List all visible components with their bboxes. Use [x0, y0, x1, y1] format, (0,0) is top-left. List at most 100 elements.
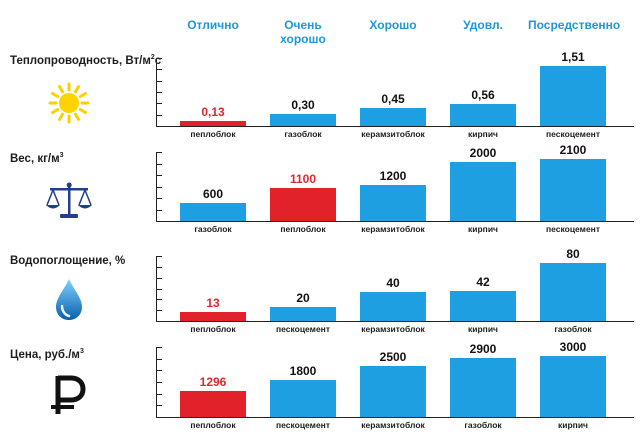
value-label: 42 — [476, 275, 490, 289]
category-label: газоблок — [284, 129, 322, 139]
y-tick — [156, 58, 162, 59]
category-label: пеплоблок — [190, 129, 236, 139]
y-tick — [156, 370, 162, 371]
value-label: 2900 — [469, 342, 497, 356]
value-label: 0,30 — [291, 98, 315, 112]
metric-label: Цена, руб./м3 — [10, 348, 84, 361]
bar — [180, 312, 246, 321]
x-axis — [156, 321, 634, 322]
value-label: 2000 — [469, 146, 497, 160]
value-label: 1296 — [199, 375, 227, 389]
y-tick — [156, 164, 162, 165]
category-label: керамзитоблок — [361, 420, 425, 430]
value-label: 2100 — [559, 143, 587, 157]
category-label: пеплоблок — [190, 324, 236, 334]
bar — [540, 66, 606, 126]
bar — [360, 292, 426, 321]
ruble-icon — [51, 375, 86, 414]
bar — [180, 121, 246, 126]
bar — [270, 114, 336, 126]
bar — [540, 263, 606, 321]
category-label: пеплоблок — [280, 224, 326, 234]
category-label: пескоцемент — [546, 224, 600, 234]
bar — [450, 291, 516, 321]
category-label: кирпич — [468, 129, 498, 139]
bar — [540, 159, 606, 221]
value-label: 13 — [206, 296, 220, 310]
category-label: пескоцемент — [276, 420, 330, 430]
metric-label-tail: с — [154, 54, 162, 67]
y-tick — [156, 221, 162, 222]
x-axis — [156, 221, 634, 222]
category-label: пескоцемент — [276, 324, 330, 334]
metric-label-sup: 2 — [150, 54, 155, 61]
metric-label-sup: 3 — [79, 348, 84, 355]
metric-label: Теплопроводность, Вт/м2с — [10, 54, 161, 67]
y-tick — [156, 187, 162, 188]
metric-label-main: Вес, кг/м — [10, 152, 60, 165]
y-tick — [156, 115, 162, 116]
value-label: 0,56 — [471, 88, 495, 102]
bar — [270, 380, 336, 417]
bar — [450, 358, 516, 417]
scales-icon — [46, 182, 92, 218]
bar — [270, 307, 336, 321]
water-drop-icon — [56, 279, 82, 320]
category-label: кирпич — [468, 224, 498, 234]
y-tick — [156, 394, 162, 395]
value-label: 1800 — [289, 364, 317, 378]
bar — [540, 356, 606, 417]
bar — [270, 188, 336, 221]
y-tick — [156, 256, 162, 257]
value-label: 40 — [386, 276, 400, 290]
metric-icon — [44, 372, 94, 423]
bar — [360, 366, 426, 417]
value-label: 2500 — [379, 350, 407, 364]
y-tick — [156, 278, 162, 279]
y-tick — [156, 417, 162, 418]
y-tick — [156, 310, 162, 311]
category-label: газоблок — [554, 324, 592, 334]
metric-icon — [44, 178, 94, 229]
y-tick — [156, 69, 162, 70]
bar — [450, 104, 516, 126]
y-tick — [156, 92, 162, 93]
y-tick — [156, 210, 162, 211]
value-label: 80 — [566, 247, 580, 261]
y-tick — [156, 198, 162, 199]
sun-icon — [48, 82, 90, 124]
metric-label: Вес, кг/м3 — [10, 152, 64, 165]
column-header: Очень хорошо — [280, 18, 326, 46]
column-header: Посредственно — [528, 18, 621, 32]
metric-label-sup: 3 — [59, 152, 64, 159]
y-tick — [156, 103, 162, 104]
y-tick — [156, 81, 162, 82]
bar — [180, 203, 246, 221]
y-tick — [156, 126, 162, 127]
category-label: кирпич — [558, 420, 588, 430]
x-axis — [156, 417, 634, 418]
y-tick — [156, 289, 162, 290]
x-axis — [156, 126, 634, 127]
column-header: Удовл. — [463, 18, 503, 32]
y-tick — [156, 175, 162, 176]
category-label: керамзитоблок — [361, 224, 425, 234]
bar — [180, 391, 246, 417]
category-label: пескоцемент — [546, 129, 600, 139]
bar — [360, 185, 426, 221]
y-tick — [156, 405, 162, 406]
value-label: 3000 — [559, 340, 587, 354]
value-label: 0,45 — [381, 92, 405, 106]
metric-icon — [44, 80, 94, 131]
category-label: пеплоблок — [190, 420, 236, 430]
category-label: газоблок — [194, 224, 232, 234]
value-label: 20 — [296, 291, 310, 305]
metric-label-main: Теплопроводность, Вт/м — [10, 54, 151, 67]
y-tick — [156, 299, 162, 300]
metric-label: Водопоглощение, % — [10, 255, 125, 267]
category-label: газоблок — [464, 420, 502, 430]
value-label: 0,13 — [201, 105, 225, 119]
value-label: 600 — [202, 187, 224, 201]
y-tick — [156, 321, 162, 322]
metric-icon — [44, 276, 94, 327]
